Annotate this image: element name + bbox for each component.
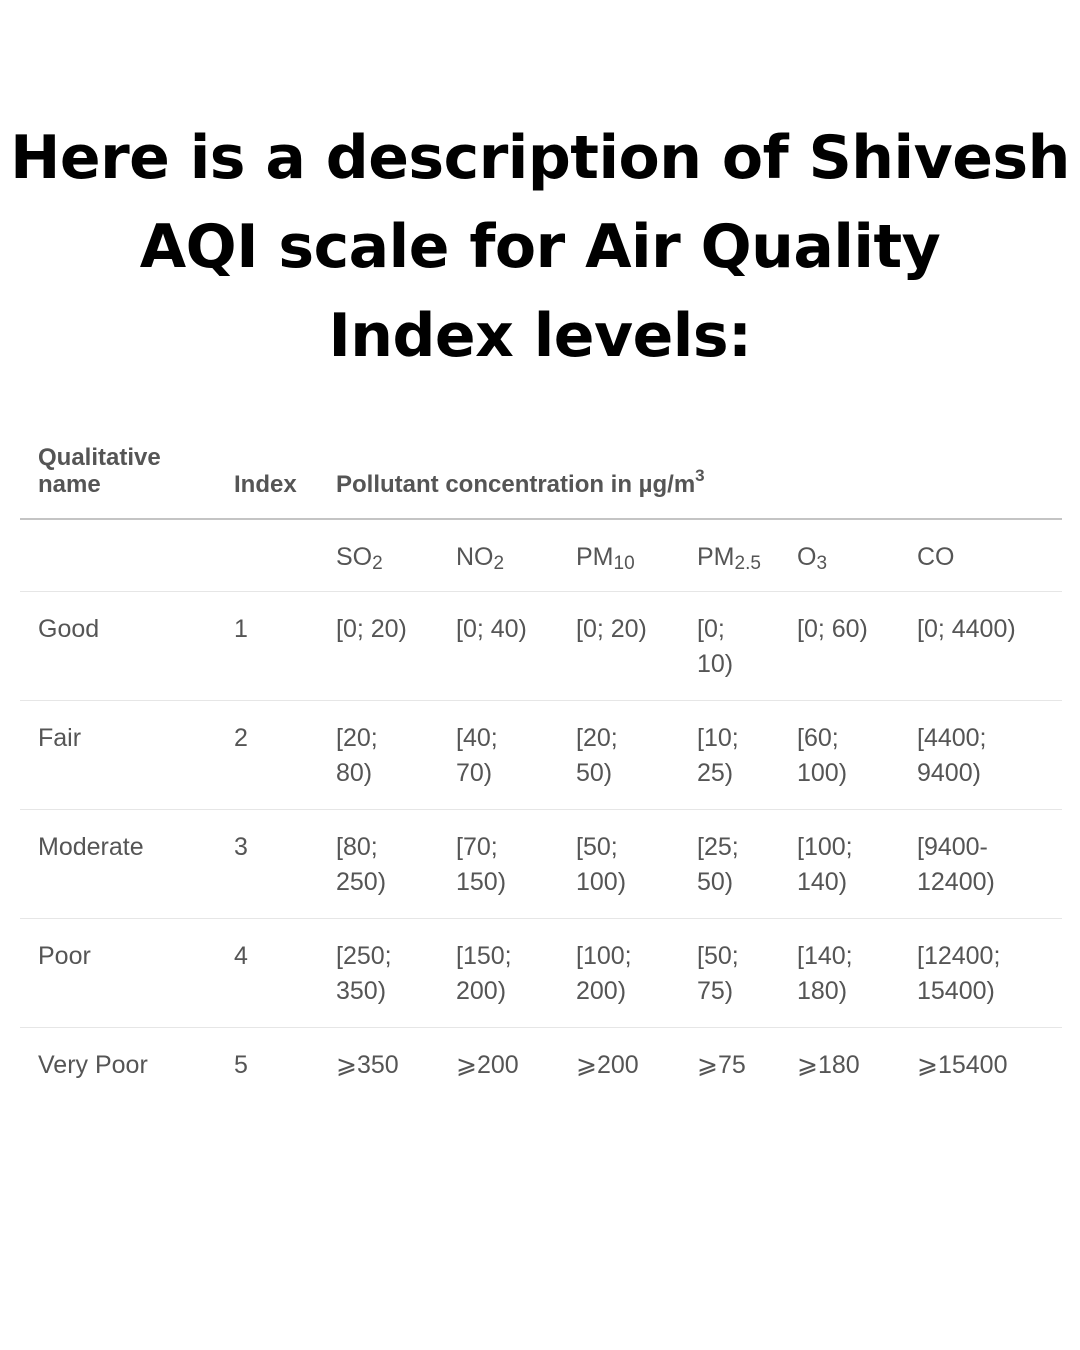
title-line-1: Here is a description of Shivesh [10,123,1070,193]
pollutant-so2-sub: 2 [372,553,383,574]
cell-name: Moderate [38,833,144,861]
pollutant-pm10-sub: 10 [613,553,635,574]
cell-so2: [250; 350) [336,942,392,1005]
cell-pm25: ⩾75 [697,1051,746,1079]
page-title: Here is a description of Shivesh AQI sca… [0,114,1080,381]
table-row-fair: Fair 2 [20; 80) [40; 70) [20; 50) [10; 2… [20,701,1062,810]
cell-no2: [150; 200) [456,942,512,1005]
cell-index: 4 [234,942,248,970]
table-row-moderate: Moderate 3 [80; 250) [70; 150) [50; 100)… [20,810,1062,919]
cell-o3: [140; 180) [797,942,853,1005]
cell-pm10: [0; 20) [576,615,647,643]
cell-so2: [0; 20) [336,615,407,643]
cell-pm25: [25; 50) [697,833,739,896]
pollutant-no2-sub: 2 [493,553,505,574]
table-row-good: Good 1 [0; 20) [0; 40) [0; 20) [0; 10) [… [20,592,1062,701]
cell-co: [4400; 9400) [917,724,987,787]
cell-so2: ⩾350 [336,1051,399,1079]
pollutant-pm10-base: PM [576,543,614,571]
cell-pm25: [50; 75) [697,942,739,1005]
cell-so2: [80; 250) [336,833,387,896]
pollutant-so2-base: SO [336,543,373,571]
cell-o3: ⩾180 [797,1051,860,1079]
cell-pm10: [20; 50) [576,724,618,787]
cell-no2: [40; 70) [456,724,498,787]
cell-name: Very Poor [38,1051,148,1079]
cell-no2: ⩾200 [456,1051,519,1079]
cell-pm25: [10; 25) [697,724,739,787]
title-line-2: AQI scale for Air Quality [139,212,941,282]
table-row-poor: Poor 4 [250; 350) [150; 200) [100; 200) … [20,919,1062,1028]
header-pollutant-concentration: Pollutant concentration in µg/m3 [336,467,705,498]
cell-co: [0; 4400) [917,615,1016,643]
cell-index: 2 [234,724,248,752]
cell-no2: [70; 150) [456,833,507,896]
pollutant-pm10: PM10 [576,540,686,575]
cell-name: Fair [38,724,82,752]
cell-o3: [0; 60) [797,615,868,643]
aqi-table: Qualitative name Index Pollutant concent… [20,440,1062,1108]
cell-no2: [0; 40) [456,615,527,643]
table-header-row: Qualitative name Index Pollutant concent… [20,440,1062,520]
pollutant-o3: O3 [797,540,897,575]
cell-o3: [100; 140) [797,833,853,896]
pollutant-so2: SO2 [336,540,446,575]
cell-co: [9400- 12400) [917,833,995,896]
pollutant-co-base: CO [917,543,955,571]
pollutant-no2-base: NO [456,543,494,571]
cell-index: 1 [234,615,248,643]
header-index: Index [234,471,297,498]
cell-name: Good [38,615,100,643]
pollutant-co: CO [917,540,1057,575]
cell-pm25: [0; 10) [697,615,734,678]
cell-pm10: ⩾200 [576,1051,639,1079]
cell-name: Poor [38,942,91,970]
cell-o3: [60; 100) [797,724,848,787]
pollutant-pm25-base: PM [697,543,735,571]
cell-pm10: [50; 100) [576,833,627,896]
header-qualitative-name: Qualitative name [38,444,161,498]
title-line-3: Index levels: [328,301,752,371]
pollutant-no2: NO2 [456,540,566,575]
table-row-very-poor: Very Poor 5 ⩾350 ⩾200 ⩾200 ⩾75 ⩾180 ⩾154… [20,1028,1062,1108]
pollutant-pm25-sub: 2.5 [734,553,761,574]
header-pollutant-unit-exponent: 3 [695,466,705,485]
header-pollutant-label: Pollutant concentration in µg/m [336,471,696,498]
cell-pm10: [100; 200) [576,942,632,1005]
pollutant-pm25: PM2.5 [697,540,761,575]
cell-so2: [20; 80) [336,724,378,787]
pollutant-o3-base: O [797,543,817,571]
cell-co: ⩾15400 [917,1051,1008,1079]
cell-index: 3 [234,833,248,861]
pollutant-o3-sub: 3 [816,553,828,574]
cell-index: 5 [234,1051,248,1079]
cell-co: [12400; 15400) [917,942,1001,1005]
pollutant-subheader-row: SO2 NO2 PM10 PM2.5 O3 CO [20,520,1062,592]
